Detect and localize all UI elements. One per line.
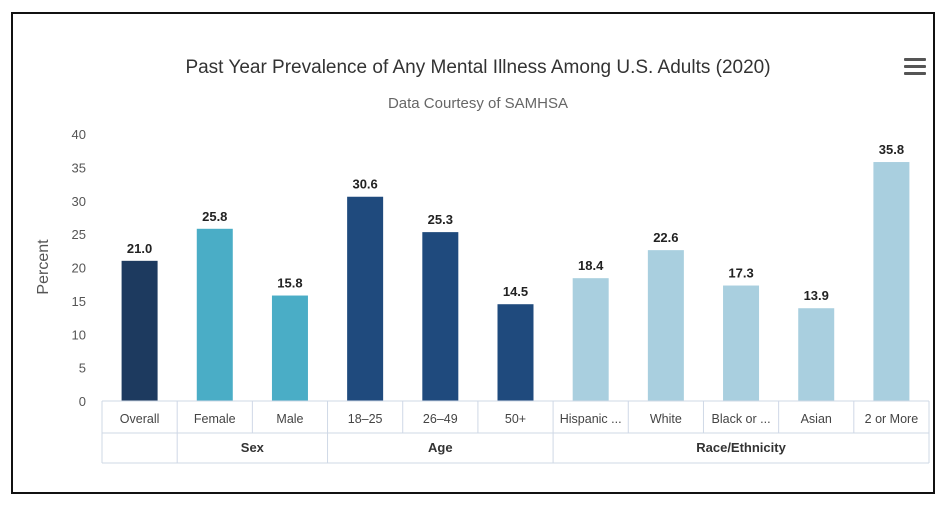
bar-10[interactable]: [873, 162, 910, 401]
y-tick-label: 30: [72, 194, 86, 209]
x-tick-label: Black or ...: [712, 412, 771, 426]
data-label: 22.6: [653, 230, 678, 245]
bar-7[interactable]: [647, 250, 684, 401]
data-label: 17.3: [728, 266, 753, 281]
bar-2[interactable]: [271, 295, 308, 401]
y-tick-label: 25: [72, 227, 86, 242]
bar-3[interactable]: [347, 196, 384, 401]
bar-9[interactable]: [798, 308, 835, 401]
y-tick-label: 5: [79, 361, 86, 376]
y-axis-label: Percent: [35, 239, 52, 295]
x-tick-label: Asian: [801, 412, 832, 426]
y-tick-label: 35: [72, 160, 86, 175]
data-label: 25.3: [428, 212, 453, 227]
hamburger-menu-icon: [904, 58, 926, 61]
data-label: 35.8: [879, 142, 904, 157]
bar-1[interactable]: [196, 228, 233, 401]
bar-5[interactable]: [497, 304, 534, 401]
x-tick-label: Male: [276, 412, 303, 426]
x-tick-label: White: [650, 412, 682, 426]
y-tick-label: 0: [79, 394, 86, 409]
x-group-label: Race/Ethnicity: [696, 440, 786, 455]
chart-frame: [11, 12, 935, 494]
x-group-label: Sex: [241, 440, 265, 455]
bar-4[interactable]: [422, 232, 459, 401]
x-tick-label: 2 or More: [865, 412, 919, 426]
chart-menu-button[interactable]: [904, 58, 926, 78]
x-tick-label: Female: [194, 412, 236, 426]
data-label: 25.8: [202, 209, 227, 224]
bar-8[interactable]: [723, 285, 760, 401]
data-label: 30.6: [352, 177, 377, 192]
y-tick-label: 10: [72, 327, 86, 342]
x-tick-label: 18–25: [348, 412, 383, 426]
x-group-label: Age: [428, 440, 453, 455]
bar-6[interactable]: [572, 278, 609, 401]
x-tick-label: Hispanic ...: [560, 412, 622, 426]
x-tick-label: 26–49: [423, 412, 458, 426]
data-label: 13.9: [804, 288, 829, 303]
data-label: 14.5: [503, 284, 528, 299]
data-label: 21.0: [127, 241, 152, 256]
y-tick-label: 15: [72, 294, 86, 309]
data-label: 15.8: [277, 276, 302, 291]
y-tick-label: 40: [72, 127, 86, 142]
bar-0[interactable]: [121, 260, 158, 401]
chart-title: Past Year Prevalence of Any Mental Illne…: [185, 57, 770, 78]
data-label: 18.4: [578, 258, 604, 273]
chart-subtitle: Data Courtesy of SAMHSA: [388, 95, 568, 112]
x-tick-label: 50+: [505, 412, 526, 426]
x-tick-label: Overall: [120, 412, 160, 426]
y-tick-label: 20: [72, 261, 86, 276]
